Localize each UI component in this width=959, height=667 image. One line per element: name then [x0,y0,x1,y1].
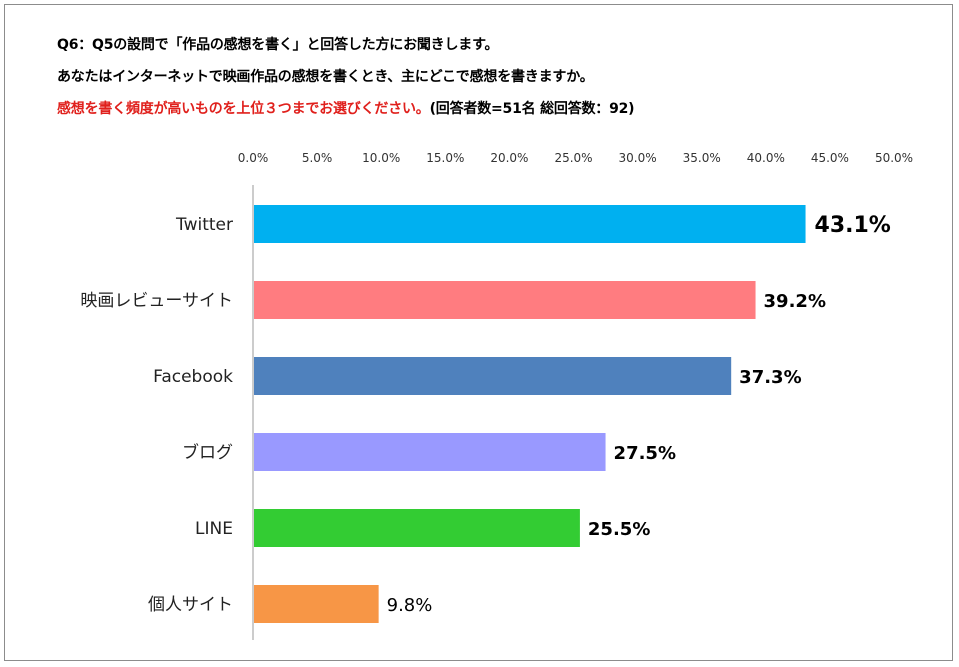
x-tick-label: 20.0% [490,151,528,165]
value-label: 27.5% [614,443,676,464]
category-label: 映画レビューサイト [80,291,233,311]
value-label: 39.2% [764,291,826,312]
question-line-3: 感想を書く頻度が高いものを上位３つまでお選びください。(回答者数=51名 総回答… [57,98,635,118]
bar [254,433,606,471]
bar [254,281,756,319]
value-label: 37.3% [739,367,801,388]
instruction-text: 感想を書く頻度が高いものを上位３つまでお選びください。 [57,101,430,117]
chart-frame [4,4,953,661]
bar [254,205,806,243]
bar [254,357,732,395]
respondent-note: (回答者数=51名 総回答数：92) [429,101,635,117]
value-label: 25.5% [588,519,650,540]
value-label: 43.1% [815,213,891,238]
x-tick-label: 25.0% [554,151,592,165]
x-tick-label: 30.0% [619,151,657,165]
x-tick-label: 15.0% [426,151,464,165]
bar [254,585,379,623]
x-tick-label: 35.0% [683,151,721,165]
x-tick-label: 5.0% [302,151,333,165]
category-label: Twitter [175,215,233,235]
bar [254,509,580,547]
x-tick-label: 50.0% [875,151,913,165]
category-label: 個人サイト [148,595,233,615]
x-tick-label: 40.0% [747,151,785,165]
question-line-1: Q6：Q5の設問で「作品の感想を書く」と回答した方にお聞きします。 [57,37,499,53]
question-line-2: あなたはインターネットで映画作品の感想を書くとき、主にどこで感想を書きますか。 [57,69,594,85]
category-label: LINE [195,519,233,539]
category-label: ブログ [182,442,233,463]
x-tick-label: 10.0% [362,151,400,165]
x-tick-label: 45.0% [811,151,849,165]
value-label: 9.8% [387,595,433,616]
x-tick-label: 0.0% [238,151,269,165]
category-label: Facebook [153,367,233,387]
